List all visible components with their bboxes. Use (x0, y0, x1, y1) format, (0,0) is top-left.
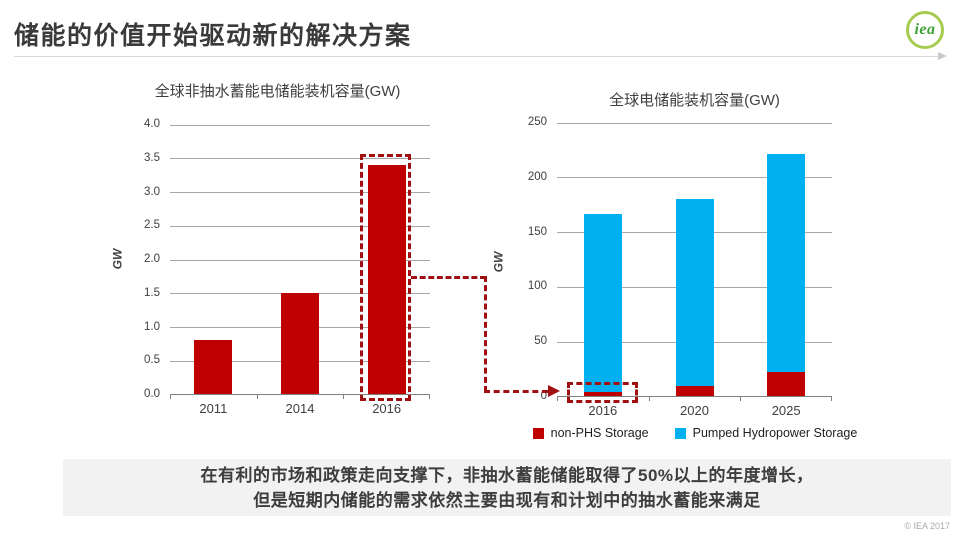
iea-logo-icon: iea (906, 11, 944, 49)
y-tick-label: 4.0 (144, 118, 160, 130)
connector-dash-vertical (484, 276, 487, 392)
x-axis-tick (557, 396, 558, 401)
x-axis-tick (648, 396, 650, 401)
highlight-rect-2016-left-chart (360, 154, 411, 401)
gridline-4.0 (170, 124, 430, 126)
y-tick-label: 200 (527, 170, 547, 183)
callout-line-2: 但是短期内储能的需求依然主要由现有和计划中的抽水蓄能来满足 (253, 490, 761, 510)
gridline-3.5 (170, 158, 430, 160)
gridline-200 (557, 177, 832, 179)
y-tick-label: 3.5 (144, 151, 160, 164)
y-tick-label: 1.0 (144, 320, 160, 333)
bar-2016-value (367, 164, 406, 394)
slide-title: 储能的价值开始驱动新的解决方案 (14, 23, 412, 50)
connector-arrowhead-icon (548, 385, 560, 397)
legend-item: non-PHS Storage (532, 426, 649, 440)
x-tick-label-2014: 2014 (285, 401, 315, 416)
chart-title: 全球非抽水蓄能电储能装机容量(GW) (154, 83, 401, 100)
gridline-3.0 (170, 192, 430, 193)
gridline-2.0 (170, 259, 430, 261)
x-tick-label-2016: 2016 (588, 403, 618, 418)
x-axis-tick (170, 394, 171, 399)
y-tick-label: 0.0 (144, 388, 160, 400)
gridline-250 (557, 122, 832, 124)
bar-2025-non-PHS Storage (767, 371, 806, 396)
bar-2020-non-PHS Storage (675, 386, 714, 396)
x-tick-label-2025: 2025 (771, 403, 801, 418)
bar-2020-Pumped Hydropower Storage (675, 198, 714, 387)
y-tick-label: 250 (527, 116, 547, 128)
legend-label: non-PHS Storage (550, 426, 649, 440)
x-tick-label-2020: 2020 (680, 403, 709, 418)
bar-2025-Pumped Hydropower Storage (767, 153, 806, 372)
bar-2016-non-PHS Storage (583, 391, 622, 396)
y-tick-label: 0.5 (144, 354, 160, 367)
legend-swatch-icon (674, 427, 686, 439)
legend-label: Pumped Hydropower Storage (692, 426, 858, 440)
x-axis-tick (831, 396, 832, 401)
y-axis-label: GW (491, 251, 506, 273)
y-tick-label: 50 (534, 335, 547, 348)
bar-2011-value (194, 340, 233, 394)
x-axis-tick (740, 396, 742, 401)
callout-line-1: 在有利的市场和政策走向支撑下，非抽水蓄能储能取得了50%以上的年度增长， (200, 465, 814, 485)
legend: non-PHS Storage Pumped Hydropower Storage (450, 426, 940, 440)
highlight-rect-2016-right-chart (567, 382, 638, 403)
y-tick-label: 0 (540, 390, 547, 402)
divider-arrow-icon (938, 52, 947, 60)
bar-2014-value (281, 292, 319, 394)
y-tick-label: 3.0 (144, 185, 160, 198)
y-tick-label: 2.5 (144, 219, 160, 232)
connector-dash-horizontal-2 (484, 390, 548, 393)
chart-title: 全球电储能装机容量(GW) (609, 92, 780, 109)
title-divider (14, 56, 938, 57)
x-tick-label-2011: 2011 (199, 401, 228, 416)
callout-box: 在有利的市场和政策走向支撑下，非抽水蓄能储能取得了50%以上的年度增长， 但是短… (63, 459, 951, 516)
plot-area: 0.0 0.5 1.0 1.5 2.0 2.5 3.0 3.5 4.0 2011 2014 2016 (144, 118, 430, 416)
x-tick-label-2016: 2016 (372, 401, 402, 416)
legend-swatch-icon (532, 427, 544, 439)
bar-2016-Pumped Hydropower Storage (583, 214, 622, 392)
connector-dash-horizontal-1 (411, 276, 486, 279)
copyright-note: © IEA 2017 (904, 521, 950, 531)
x-axis-tick (256, 394, 258, 399)
y-tick-label: 150 (527, 225, 547, 238)
gridline-2.5 (170, 225, 430, 227)
y-tick-label: 1.5 (144, 286, 160, 299)
y-tick-label: 2.0 (144, 253, 160, 265)
x-axis-tick (343, 394, 345, 399)
legend-item: Pumped Hydropower Storage (674, 426, 858, 440)
x-axis-tick (429, 394, 430, 399)
plot-area: 0 50 100 150 200 250 2016 2020 2025 (528, 116, 832, 418)
y-tick-label: 100 (527, 280, 547, 293)
